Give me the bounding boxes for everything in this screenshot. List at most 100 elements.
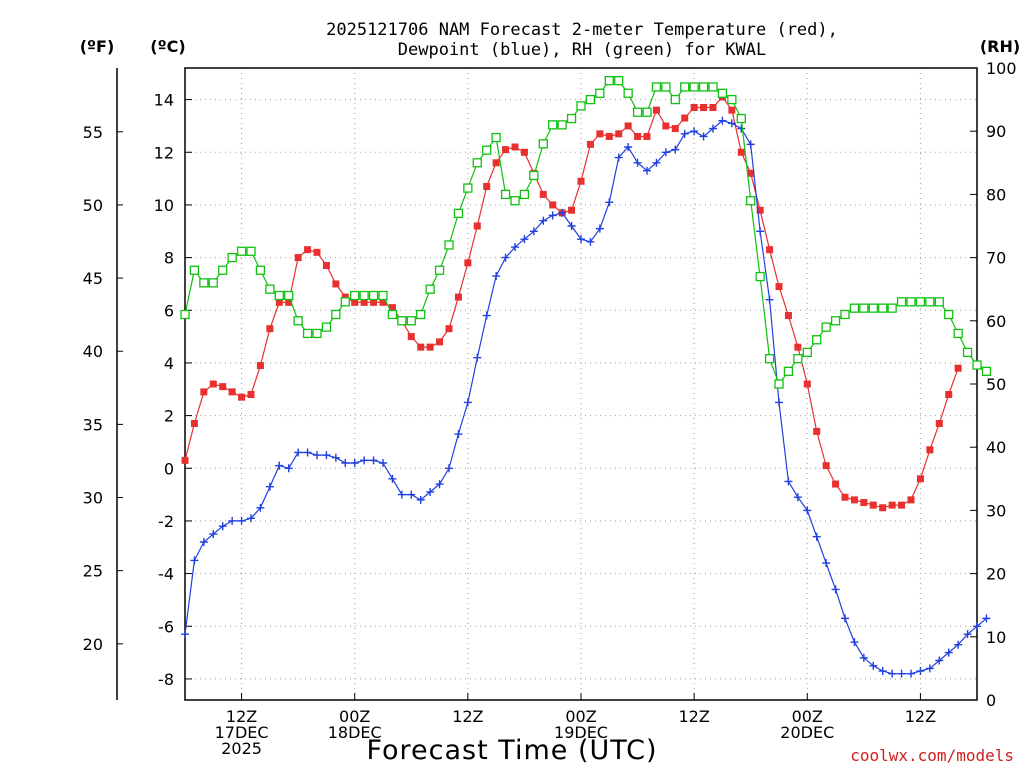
data-point <box>821 322 831 332</box>
data-point <box>661 82 671 92</box>
data-point <box>595 224 604 233</box>
data-point <box>747 169 755 177</box>
x-tick-label: 00Z <box>792 707 823 726</box>
celsius-tick-label: 0 <box>164 459 174 478</box>
fahrenheit-tick-label: 20 <box>83 635 103 654</box>
data-point <box>784 312 792 320</box>
data-point <box>859 303 869 313</box>
data-point <box>577 235 585 244</box>
data-point <box>632 107 643 117</box>
data-point <box>868 303 878 313</box>
x-tick-label: 00Z <box>339 707 370 726</box>
data-point <box>633 158 642 167</box>
data-point <box>387 309 398 320</box>
data-point <box>802 347 812 358</box>
data-point <box>453 208 464 219</box>
data-point <box>369 456 378 465</box>
data-point <box>596 130 604 138</box>
series-temperature <box>181 93 962 512</box>
data-point <box>520 235 529 244</box>
data-point <box>397 316 407 326</box>
data-point <box>651 82 662 92</box>
data-point <box>407 333 415 341</box>
rh-tick-label: 80 <box>986 185 1006 204</box>
data-point <box>435 480 444 489</box>
data-point <box>209 530 218 539</box>
data-point <box>359 290 369 301</box>
data-point <box>511 143 519 151</box>
data-point <box>199 538 208 546</box>
data-point <box>907 496 915 504</box>
data-point <box>275 298 283 306</box>
data-point <box>840 309 850 320</box>
credit-text[interactable]: coolwx.com/models <box>850 746 1014 765</box>
data-point <box>416 495 425 504</box>
data-point <box>434 265 445 275</box>
data-point <box>199 278 209 288</box>
celsius-tick-label: -4 <box>158 565 174 584</box>
data-point <box>285 298 293 306</box>
data-point <box>887 303 897 313</box>
data-point <box>727 94 737 105</box>
data-point <box>709 124 717 133</box>
data-point <box>916 475 924 483</box>
data-point <box>869 661 878 670</box>
data-point <box>934 297 944 307</box>
data-point <box>888 501 896 509</box>
data-point <box>793 493 802 502</box>
data-point <box>322 262 330 269</box>
data-point <box>624 122 632 130</box>
data-point <box>397 490 406 499</box>
data-point <box>274 290 284 301</box>
data-point <box>180 309 190 320</box>
data-point <box>907 669 915 678</box>
series-layer <box>180 75 992 678</box>
data-point <box>916 667 925 676</box>
data-point <box>756 227 765 236</box>
data-point <box>200 388 208 396</box>
data-point <box>614 75 624 86</box>
rh-tick-label: 40 <box>986 438 1006 457</box>
data-point <box>265 482 274 491</box>
data-point <box>266 325 274 333</box>
data-point <box>331 453 340 462</box>
data-point <box>247 514 255 523</box>
data-point <box>219 383 227 391</box>
celsius-tick-label: 14 <box>154 91 174 110</box>
data-point <box>662 122 670 130</box>
fahrenheit-tick-label: 50 <box>83 196 103 215</box>
data-point <box>878 667 887 676</box>
data-point <box>463 398 472 407</box>
celsius-tick-label: -6 <box>158 617 174 636</box>
celsius-tick-label: 12 <box>154 143 174 162</box>
data-point <box>407 490 416 499</box>
x-tick-label: 17DEC <box>215 723 269 742</box>
fahrenheit-tick-label: 45 <box>83 269 103 288</box>
data-point <box>351 298 359 306</box>
data-point <box>935 420 943 427</box>
fahrenheit-tick-label: 35 <box>83 415 103 434</box>
data-point <box>246 246 256 256</box>
data-point <box>568 206 576 214</box>
data-point <box>878 303 888 313</box>
data-point <box>519 189 530 200</box>
data-point <box>491 132 501 143</box>
data-point <box>803 506 812 515</box>
rh-tick-label: 100 <box>986 59 1017 78</box>
data-point <box>859 653 868 662</box>
data-point <box>973 622 981 631</box>
data-point <box>642 107 652 117</box>
data-point <box>585 94 596 105</box>
celsius-tick-label: 10 <box>154 196 174 215</box>
data-point <box>794 343 802 351</box>
data-point <box>944 309 954 320</box>
data-point <box>218 265 228 275</box>
series-line <box>184 96 959 509</box>
data-point <box>690 104 698 111</box>
data-point <box>783 366 794 377</box>
x-tick-label: 12Z <box>452 707 483 726</box>
fahrenheit-tick-label: 30 <box>83 489 103 508</box>
axes: -8-6-4-202468101214202530354045505501020… <box>83 59 1017 758</box>
x-tick-label: 20DEC <box>780 723 834 742</box>
